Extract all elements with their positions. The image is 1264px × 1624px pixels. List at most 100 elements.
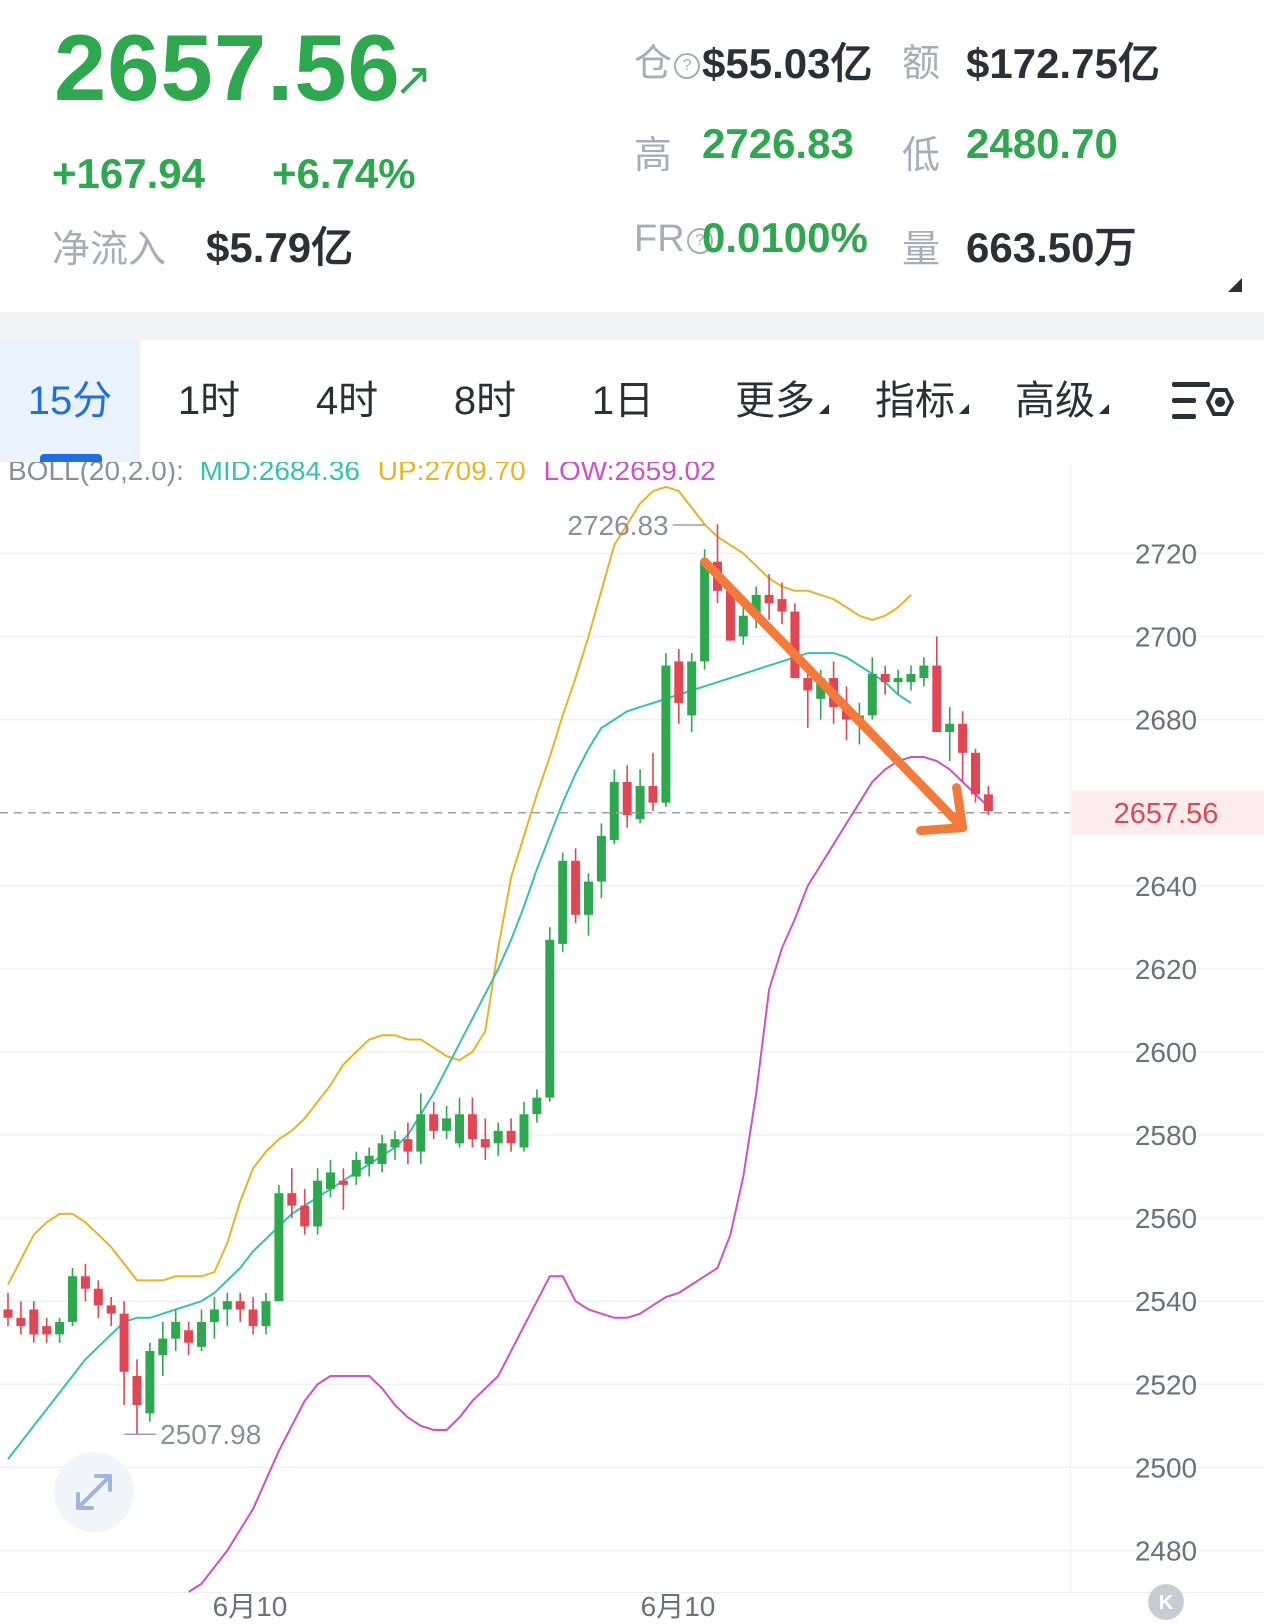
candle-body	[700, 561, 710, 662]
candle-body	[609, 781, 619, 841]
candle-body	[171, 1321, 181, 1339]
candle-body	[480, 1139, 490, 1148]
candle-body	[55, 1321, 65, 1335]
low-label: 低	[902, 135, 941, 177]
tab-1d[interactable]: 1日	[554, 340, 692, 462]
candle-body	[80, 1276, 90, 1289]
candle-body	[455, 1114, 464, 1144]
expand-corner-icon[interactable]	[1228, 278, 1242, 292]
candle-body	[596, 835, 606, 882]
candle-body	[893, 678, 903, 683]
boll-bands	[7, 485, 990, 1593]
candle-body	[248, 1309, 258, 1327]
y-tick-label: 2700	[1135, 621, 1197, 652]
candle-body	[532, 1097, 542, 1115]
candle-body	[584, 881, 593, 915]
help-icon[interactable]: ?	[686, 228, 713, 254]
low-marker-label: 2507.98	[160, 1419, 261, 1450]
candle-body	[313, 1180, 323, 1227]
x-tick-label: 6月10	[641, 1591, 716, 1622]
candle-body	[932, 665, 942, 733]
low-value: 2480.70	[966, 120, 1118, 167]
tab-label: 指标	[875, 379, 955, 423]
candle-body	[197, 1321, 206, 1347]
candle-body	[622, 781, 632, 816]
last-price-label: 2657.56	[1114, 798, 1219, 830]
help-icon[interactable]: ?	[674, 53, 701, 79]
volume-label: 量	[902, 229, 941, 271]
candle-body	[751, 594, 761, 616]
candle-body	[261, 1301, 271, 1327]
candle-body	[209, 1309, 219, 1322]
price-axis-divider	[1070, 462, 1071, 1592]
funding-rate-label-text: FR	[634, 218, 685, 260]
time-axis-divider	[0, 1592, 1264, 1593]
open-interest-value: $55.03亿	[702, 40, 873, 87]
tab-more[interactable]: 更多	[712, 340, 852, 462]
candle-body	[635, 786, 645, 820]
candle-body	[545, 939, 555, 1098]
candle-body	[467, 1114, 477, 1140]
y-tick-label: 2480	[1135, 1535, 1197, 1566]
y-tick-label: 2540	[1135, 1286, 1197, 1317]
candle-body	[906, 673, 916, 683]
tab-indicators[interactable]: 指标	[852, 340, 992, 462]
funding-rate-value: 0.0100%	[702, 214, 868, 261]
trend-arrow-shaft	[700, 557, 968, 833]
y-tick-label: 2500	[1135, 1452, 1197, 1483]
time-axis: 6月10 6月10	[213, 1591, 716, 1622]
boll-legend-up: UP:2709.70	[378, 462, 526, 486]
candle-body	[506, 1130, 516, 1144]
tab-15m[interactable]: 15分	[0, 340, 140, 462]
boll-legend: BOLL(20,2.0): MID:2684.36 UP:2709.70 LOW…	[8, 462, 716, 486]
candle-body	[184, 1330, 194, 1343]
boll-legend-mid: MID:2684.36	[200, 462, 360, 486]
tab-label: 更多	[735, 379, 815, 423]
candle-body	[867, 673, 877, 716]
candle-body	[235, 1301, 245, 1310]
high-label: 高	[634, 135, 673, 177]
candle-body	[816, 678, 826, 699]
x-tick-label: 6月10	[213, 1591, 288, 1622]
tab-8h[interactable]: 8时	[416, 340, 554, 462]
net-inflow-label: 净流入	[52, 229, 167, 271]
price-change: +167.94	[52, 150, 205, 197]
candle-body	[919, 665, 929, 679]
tab-advanced[interactable]: 高级	[992, 340, 1132, 462]
logo-k-icon: K	[1159, 1592, 1174, 1614]
price-axis: 2720 2700 2680 2640 2620 2600 2580 2560 2540 2520…	[1135, 538, 1197, 1566]
tab-label: 高级	[1015, 379, 1095, 423]
tab-label: 4时	[315, 379, 379, 423]
amount-label: 额	[902, 43, 941, 85]
fullscreen-button[interactable]	[54, 1452, 134, 1532]
amount-value: $172.75亿	[966, 40, 1160, 87]
last-price-badge	[1072, 790, 1264, 835]
tab-4h[interactable]: 4时	[278, 340, 416, 462]
candle-body	[68, 1276, 77, 1322]
volume-value: 663.50万	[966, 224, 1137, 271]
candle-body	[674, 661, 684, 703]
section-divider	[0, 312, 1264, 340]
tab-label: 1时	[177, 379, 241, 423]
y-tick-label: 2520	[1135, 1369, 1197, 1400]
dropdown-caret-icon	[1099, 404, 1109, 414]
tab-label: 1日	[591, 379, 655, 423]
candle-body	[326, 1172, 335, 1190]
candle-body	[132, 1375, 142, 1406]
trend-up-icon: ↗	[394, 53, 433, 105]
candle-body	[725, 590, 735, 641]
active-tab-indicator	[40, 454, 102, 462]
broker-logo: K	[1148, 1584, 1184, 1620]
candle-body	[971, 752, 980, 795]
candle-body	[403, 1139, 413, 1152]
y-tick-label: 2580	[1135, 1120, 1197, 1151]
candle-body	[119, 1313, 129, 1372]
tab-1h[interactable]: 1时	[140, 340, 278, 462]
candle-body	[803, 678, 813, 691]
candle-body	[29, 1309, 39, 1335]
open-interest-label: 仓?	[634, 32, 701, 87]
tab-label: 15分	[27, 379, 113, 423]
candle-body	[106, 1305, 116, 1314]
chart-settings-icon[interactable]	[1170, 378, 1234, 426]
